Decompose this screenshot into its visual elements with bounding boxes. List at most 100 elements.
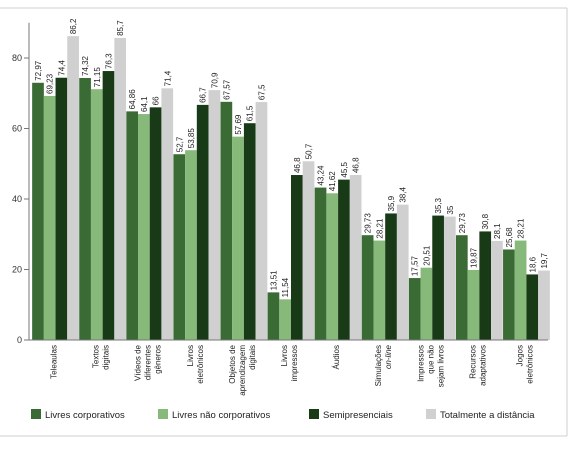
legend: Livres corporativos Livres não corporativ…	[31, 409, 535, 421]
data-label-impressos-que-nao-sejam-livros-livres-corporativos: 17,57	[411, 255, 420, 276]
bar-recursos-adaptativos-totalmente-a-distancia	[491, 240, 503, 340]
bar-impressos-que-nao-sejam-livros-totalmente-a-distancia	[443, 216, 456, 340]
bar-textos-digitais-livres-nao-corporativos	[90, 89, 103, 340]
x-category-label-videos-de-diferentes-generos-line-3: gêneros	[154, 345, 163, 374]
x-category-label-recursos-adaptativos-line-1: Recursos	[468, 345, 477, 379]
data-label-audios-semipresenciais: 45,5	[340, 161, 349, 177]
bar-impressos-que-nao-sejam-livros-livres-nao-corporativos	[420, 267, 433, 340]
legend-swatch-livres-corporativos	[31, 409, 41, 419]
bar-audios-semipresenciais	[338, 179, 350, 340]
bar-objetos-de-aprendizagem-digitais-livres-nao-corporativos	[232, 136, 244, 340]
data-label-videos-de-diferentes-generos-livres-nao-corporativos: 64,1	[140, 96, 149, 112]
data-label-videos-de-diferentes-generos-totalmente-a-distancia: 71,4	[163, 70, 172, 86]
x-category-label-videos-de-diferentes-generos-line-1: Vídeos de	[134, 344, 143, 381]
bar-teleaulas-livres-nao-corporativos	[43, 95, 56, 340]
data-label-audios-totalmente-a-distancia: 46,8	[352, 157, 361, 173]
data-label-jogos-eletronicos-livres-nao-corporativos: 28,21	[517, 218, 526, 239]
x-category-label-recursos-adaptativos-line-2: adaptativos	[478, 345, 487, 386]
data-label-jogos-eletronicos-livres-corporativos: 25,68	[505, 227, 514, 248]
x-category-label-livros-impressos-line-1: Livros	[280, 345, 289, 366]
bar-teleaulas-semipresenciais	[55, 77, 68, 341]
chart-frame	[0, 7, 568, 437]
data-label-impressos-que-nao-sejam-livros-livres-nao-corporativos: 20,51	[422, 245, 431, 266]
x-category-label-impressos-que-nao-sejam-livros-line-1: Impressos	[416, 345, 425, 382]
data-label-textos-digitais-semipresenciais: 76,3	[104, 53, 113, 69]
bar-teleaulas-totalmente-a-distancia	[67, 36, 79, 341]
data-label-impressos-que-nao-sejam-livros-semipresenciais: 35,3	[434, 197, 443, 213]
legend-label-livres-corporativos: Livres corporativos	[45, 410, 125, 421]
data-label-objetos-de-aprendizagem-digitais-livres-corporativos: 67,57	[222, 79, 231, 100]
y-tick-label-0: 0	[17, 335, 22, 345]
data-label-livros-eletronicos-livres-corporativos: 52,7	[175, 136, 184, 152]
bar-recursos-adaptativos-semipresenciais	[479, 231, 492, 340]
legend-swatch-totalmente-a-distancia	[426, 409, 436, 419]
bar-impressos-que-nao-sejam-livros-semipresenciais	[432, 215, 444, 340]
x-category-label-livros-impressos-line-2: impressos	[290, 345, 299, 381]
bar-audios-livres-corporativos	[314, 187, 327, 340]
data-label-livros-impressos-livres-nao-corporativos: 11,54	[281, 277, 290, 297]
bar-audios-livres-nao-corporativos	[326, 193, 339, 340]
bar-simulacoes-on-line-livres-corporativos	[361, 235, 374, 340]
bar-textos-digitais-totalmente-a-distancia	[114, 37, 127, 340]
x-category-label-simulacoes-on-line-line-2: on-line	[384, 344, 393, 369]
data-label-textos-digitais-livres-corporativos: 74,32	[81, 55, 90, 76]
bar-jogos-eletronicos-totalmente-a-distancia	[538, 270, 550, 340]
bar-simulacoes-on-line-semipresenciais	[385, 213, 397, 340]
x-category-label-impressos-que-nao-sejam-livros-line-2: que não	[426, 344, 435, 373]
data-label-teleaulas-totalmente-a-distancia: 86,2	[69, 18, 78, 34]
bar-livros-impressos-livres-corporativos	[267, 292, 280, 340]
x-category-label-audios-line-1: Áudios	[332, 345, 341, 369]
data-label-textos-digitais-livres-nao-corporativos: 71,15	[93, 67, 102, 88]
bar-livros-eletronicos-totalmente-a-distancia	[208, 90, 221, 340]
bar-objetos-de-aprendizagem-digitais-semipresenciais	[243, 123, 256, 341]
bar-livros-impressos-totalmente-a-distancia	[302, 161, 315, 340]
x-category-label-objetos-de-aprendizagem-digitais-line-2: aprendizagem	[238, 345, 247, 396]
bar-audios-totalmente-a-distancia	[349, 175, 362, 340]
data-label-livros-impressos-totalmente-a-distancia: 50,7	[305, 143, 314, 159]
bar-videos-de-diferentes-generos-livres-corporativos	[126, 111, 139, 340]
x-category-label-textos-digitais-line-2: digitais	[102, 345, 111, 370]
bar-jogos-eletronicos-semipresenciais	[526, 274, 539, 340]
data-label-teleaulas-livres-corporativos: 72,97	[34, 60, 43, 81]
bar-livros-impressos-livres-nao-corporativos	[279, 299, 291, 340]
y-axis: 0 20 40 60 80	[12, 22, 30, 345]
data-label-impressos-que-nao-sejam-livros-totalmente-a-distancia: 35	[446, 205, 455, 214]
y-tick-label-40: 40	[12, 194, 22, 204]
data-label-livros-eletronicos-totalmente-a-distancia: 70,9	[210, 72, 219, 88]
x-axis: Teleaulas Textos digitais Vídeos de diferent…	[29, 339, 548, 396]
bar-jogos-eletronicos-livres-corporativos	[503, 249, 515, 340]
data-label-jogos-eletronicos-semipresenciais: 18,6	[528, 256, 537, 272]
legend-label-livres-nao-corporativos: Livres não corporativos	[172, 410, 270, 421]
data-label-objetos-de-aprendizagem-digitais-semipresenciais: 61,5	[246, 105, 255, 121]
x-category-label-livros-eletronicos-line-2: eletrônicos	[196, 345, 205, 384]
y-tick-label-80: 80	[12, 53, 22, 63]
bar-simulacoes-on-line-totalmente-a-distancia	[396, 204, 409, 340]
bar-teleaulas-livres-corporativos	[32, 82, 44, 340]
legend-swatch-semipresenciais	[309, 409, 319, 419]
data-label-jogos-eletronicos-totalmente-a-distancia: 19,7	[540, 252, 549, 268]
data-label-recursos-adaptativos-livres-corporativos: 29,73	[458, 213, 467, 234]
bar-videos-de-diferentes-generos-totalmente-a-distancia	[161, 88, 174, 340]
x-category-label-textos-digitais-line-1: Textos	[92, 345, 101, 368]
data-label-objetos-de-aprendizagem-digitais-livres-nao-corporativos: 57,69	[234, 114, 243, 135]
legend-label-semipresenciais: Semipresenciais	[323, 410, 393, 421]
data-label-teleaulas-semipresenciais: 74,4	[57, 60, 66, 76]
data-label-simulacoes-on-line-semipresenciais: 35,9	[387, 195, 396, 211]
data-label-simulacoes-on-line-totalmente-a-distancia: 38,4	[399, 187, 408, 203]
data-label-recursos-adaptativos-livres-nao-corporativos: 19,87	[470, 247, 479, 268]
data-label-recursos-adaptativos-totalmente-a-distancia: 28,1	[493, 223, 502, 239]
y-tick-label-60: 60	[12, 124, 22, 134]
bar-impressos-que-nao-sejam-livros-livres-corporativos	[408, 278, 421, 340]
y-tick-label-20: 20	[12, 265, 22, 275]
data-label-videos-de-diferentes-generos-semipresenciais: 66	[152, 96, 161, 105]
bar-recursos-adaptativos-livres-corporativos	[455, 235, 468, 340]
data-label-livros-impressos-livres-corporativos: 13,51	[269, 270, 278, 291]
data-label-teleaulas-livres-nao-corporativos: 69,23	[46, 73, 55, 94]
bars	[32, 36, 550, 341]
bar-objetos-de-aprendizagem-digitais-livres-corporativos	[220, 101, 233, 340]
bar-textos-digitais-livres-corporativos	[79, 78, 91, 340]
data-label-simulacoes-on-line-livres-nao-corporativos: 28,21	[375, 218, 384, 239]
x-category-label-jogos-eletronicos-line-1: Jogos	[515, 345, 524, 366]
